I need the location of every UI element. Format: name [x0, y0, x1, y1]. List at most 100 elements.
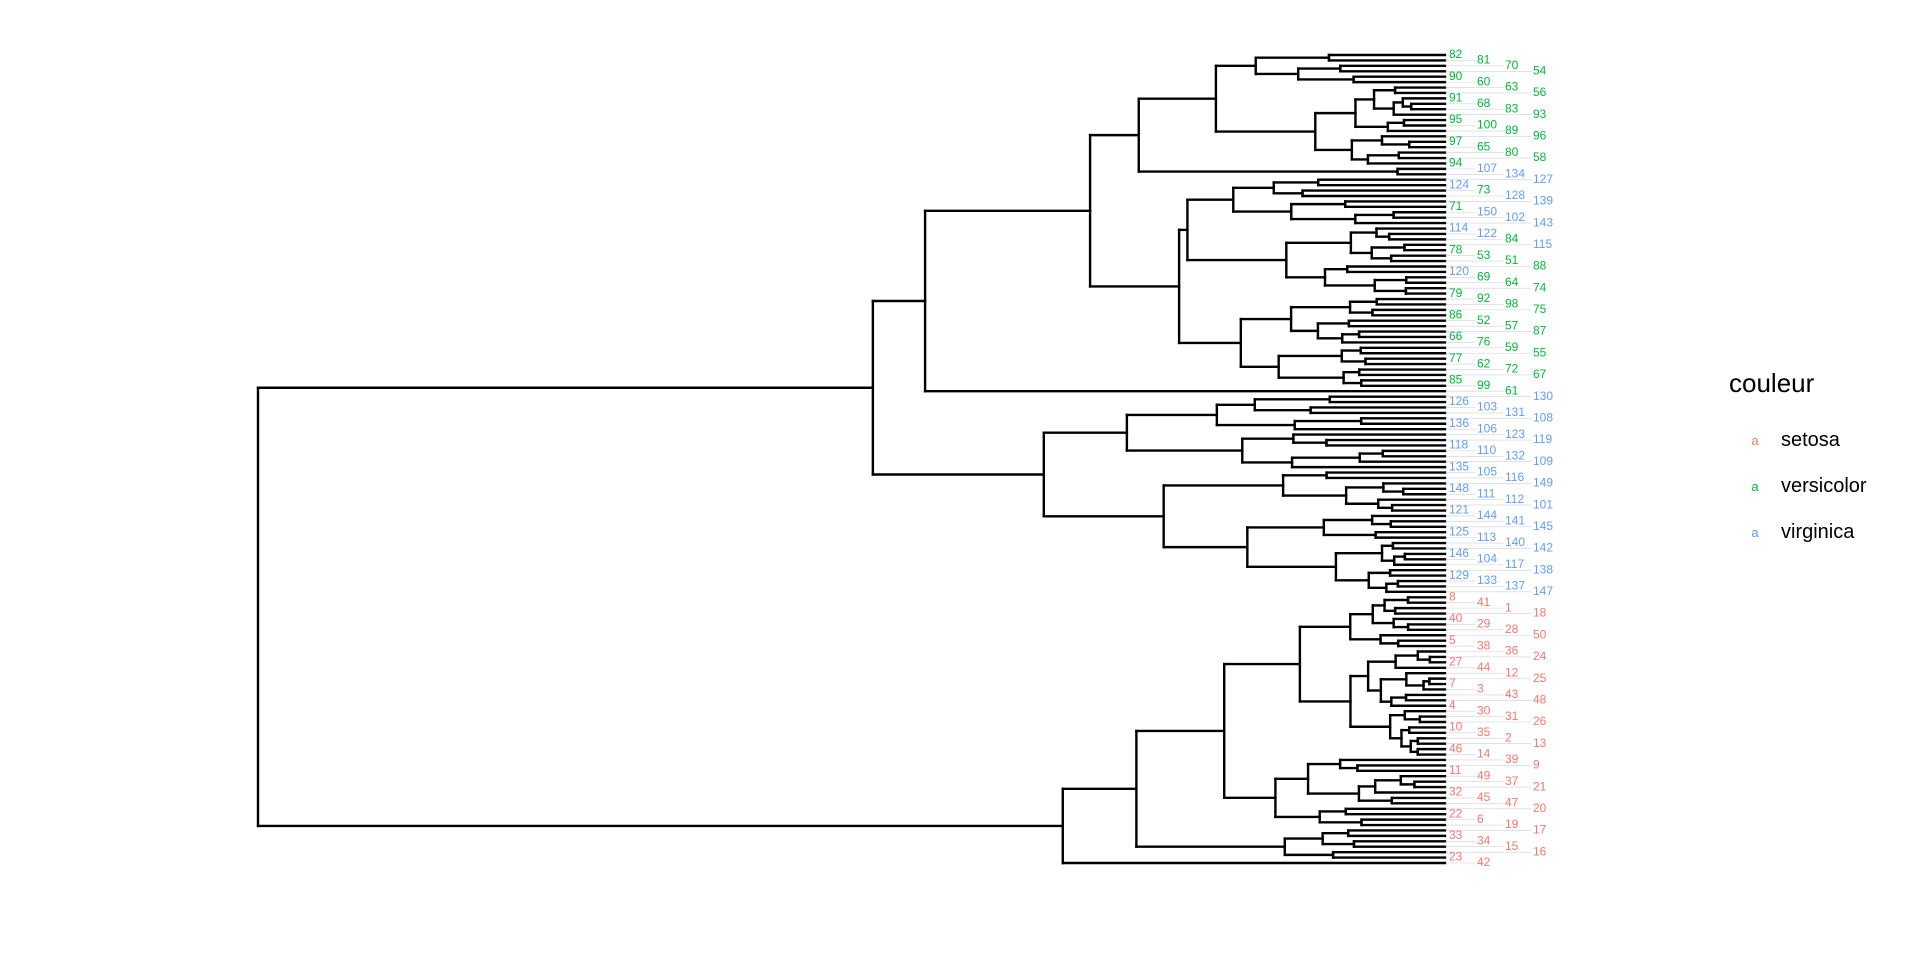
leaf-label: 49	[1477, 768, 1491, 782]
leaf-label: 79	[1449, 286, 1463, 300]
leaf-label: 95	[1449, 112, 1463, 126]
leaf-label: 21	[1533, 779, 1547, 793]
leaf-label: 77	[1449, 351, 1463, 365]
leaf-label: 5	[1449, 633, 1456, 647]
leaf-label: 68	[1477, 96, 1491, 110]
leaf-label: 142	[1533, 541, 1553, 555]
leaf-label: 81	[1477, 53, 1491, 67]
leaf-label: 60	[1477, 74, 1491, 88]
leaf-label: 120	[1449, 264, 1469, 278]
leaf-label: 101	[1533, 497, 1553, 511]
leaf-label: 70	[1505, 58, 1519, 72]
leaf-label: 108	[1533, 411, 1553, 425]
leaf-label: 127	[1533, 172, 1553, 186]
leaf-label: 90	[1449, 69, 1463, 83]
leaf-label: 71	[1449, 199, 1463, 213]
leaf-label: 24	[1533, 649, 1547, 663]
leaf-label: 25	[1533, 671, 1547, 685]
leaf-label: 114	[1449, 221, 1468, 235]
leaf-label: 36	[1505, 644, 1519, 658]
leaf-label: 31	[1505, 709, 1519, 723]
legend-label-versicolor: versicolor	[1781, 474, 1867, 497]
leaf-label: 118	[1449, 438, 1468, 452]
leaf-label: 111	[1477, 486, 1496, 500]
leaf-label: 93	[1533, 107, 1547, 121]
leaf-label: 128	[1505, 188, 1525, 202]
leaf-label: 8	[1449, 589, 1456, 603]
leaf-label: 147	[1533, 584, 1553, 598]
leaf-label: 38	[1477, 638, 1491, 652]
leaf-label: 55	[1533, 345, 1547, 359]
leaf-label: 65	[1477, 139, 1491, 153]
leaf-label: 63	[1505, 80, 1519, 94]
leaf-label: 94	[1449, 156, 1463, 170]
leaf-label: 124	[1449, 177, 1469, 191]
leaf-label: 116	[1505, 470, 1524, 484]
leaf-label: 109	[1533, 454, 1553, 468]
leaf-label: 126	[1449, 394, 1469, 408]
leaf-label: 83	[1505, 101, 1519, 115]
leaf-label: 84	[1505, 232, 1519, 246]
leaf-label: 23	[1449, 850, 1463, 864]
legend-item-versicolor: a versicolor	[1729, 463, 1867, 509]
leaf-label: 67	[1533, 367, 1547, 381]
leaf-label: 46	[1449, 741, 1463, 755]
leaf-label: 103	[1477, 400, 1497, 414]
leaf-label: 104	[1477, 551, 1497, 565]
leaf-label: 130	[1533, 389, 1553, 403]
leaf-label: 117	[1505, 557, 1524, 571]
leaf-label: 145	[1533, 519, 1553, 533]
leaf-label: 150	[1477, 204, 1497, 218]
leaf-label: 30	[1477, 703, 1491, 717]
leaf-label: 85	[1449, 373, 1463, 387]
leaf-label: 54	[1533, 63, 1547, 77]
leaf-label: 29	[1477, 617, 1491, 631]
leaf-label: 33	[1449, 828, 1463, 842]
leaf-label: 3	[1477, 682, 1484, 696]
leaf-label: 97	[1449, 134, 1463, 148]
leaf-label: 1	[1505, 600, 1512, 614]
leaf-label: 134	[1505, 166, 1525, 180]
leaf-label: 20	[1533, 801, 1547, 815]
leaf-label: 144	[1477, 508, 1497, 522]
leaf-label: 50	[1533, 627, 1547, 641]
leaf-label: 37	[1505, 774, 1519, 788]
leaf-label: 39	[1505, 752, 1519, 766]
leaf-label: 26	[1533, 714, 1547, 728]
leaf-label: 80	[1505, 145, 1519, 159]
leaf-label: 88	[1533, 259, 1547, 273]
leaf-label: 146	[1449, 546, 1469, 560]
leaf-label: 4	[1449, 698, 1456, 712]
leaf-label: 7	[1449, 676, 1456, 690]
leaf-label: 113	[1477, 530, 1496, 544]
leaf-label: 22	[1449, 806, 1463, 820]
leaf-label: 72	[1505, 362, 1519, 376]
leaf-label: 110	[1477, 443, 1496, 457]
leaf-label: 121	[1449, 503, 1469, 517]
leaf-label: 57	[1505, 318, 1519, 332]
leaf-label: 149	[1533, 476, 1553, 490]
leaf-label: 98	[1505, 297, 1519, 311]
leaf-label: 135	[1449, 459, 1469, 473]
leaf-label: 14	[1477, 747, 1491, 761]
leaf-label: 107	[1477, 161, 1497, 175]
label-leaders	[1445, 60, 1532, 864]
leaf-label: 137	[1505, 579, 1525, 593]
leaf-label: 27	[1449, 655, 1463, 669]
leaf-label: 32	[1449, 785, 1463, 799]
leaf-label: 106	[1477, 421, 1497, 435]
leaf-label: 136	[1449, 416, 1469, 430]
leaf-label: 34	[1477, 833, 1491, 847]
leaf-label: 69	[1477, 270, 1491, 284]
legend-key-setosa: a	[1751, 432, 1759, 448]
leaf-label: 15	[1505, 839, 1519, 853]
leaf-label: 91	[1449, 91, 1463, 105]
leaf-label: 45	[1477, 790, 1491, 804]
leaf-label: 123	[1505, 427, 1525, 441]
leaf-label: 89	[1505, 123, 1519, 137]
leaf-label: 78	[1449, 242, 1463, 256]
leaf-label: 131	[1505, 405, 1525, 419]
leaf-label: 100	[1477, 118, 1497, 132]
